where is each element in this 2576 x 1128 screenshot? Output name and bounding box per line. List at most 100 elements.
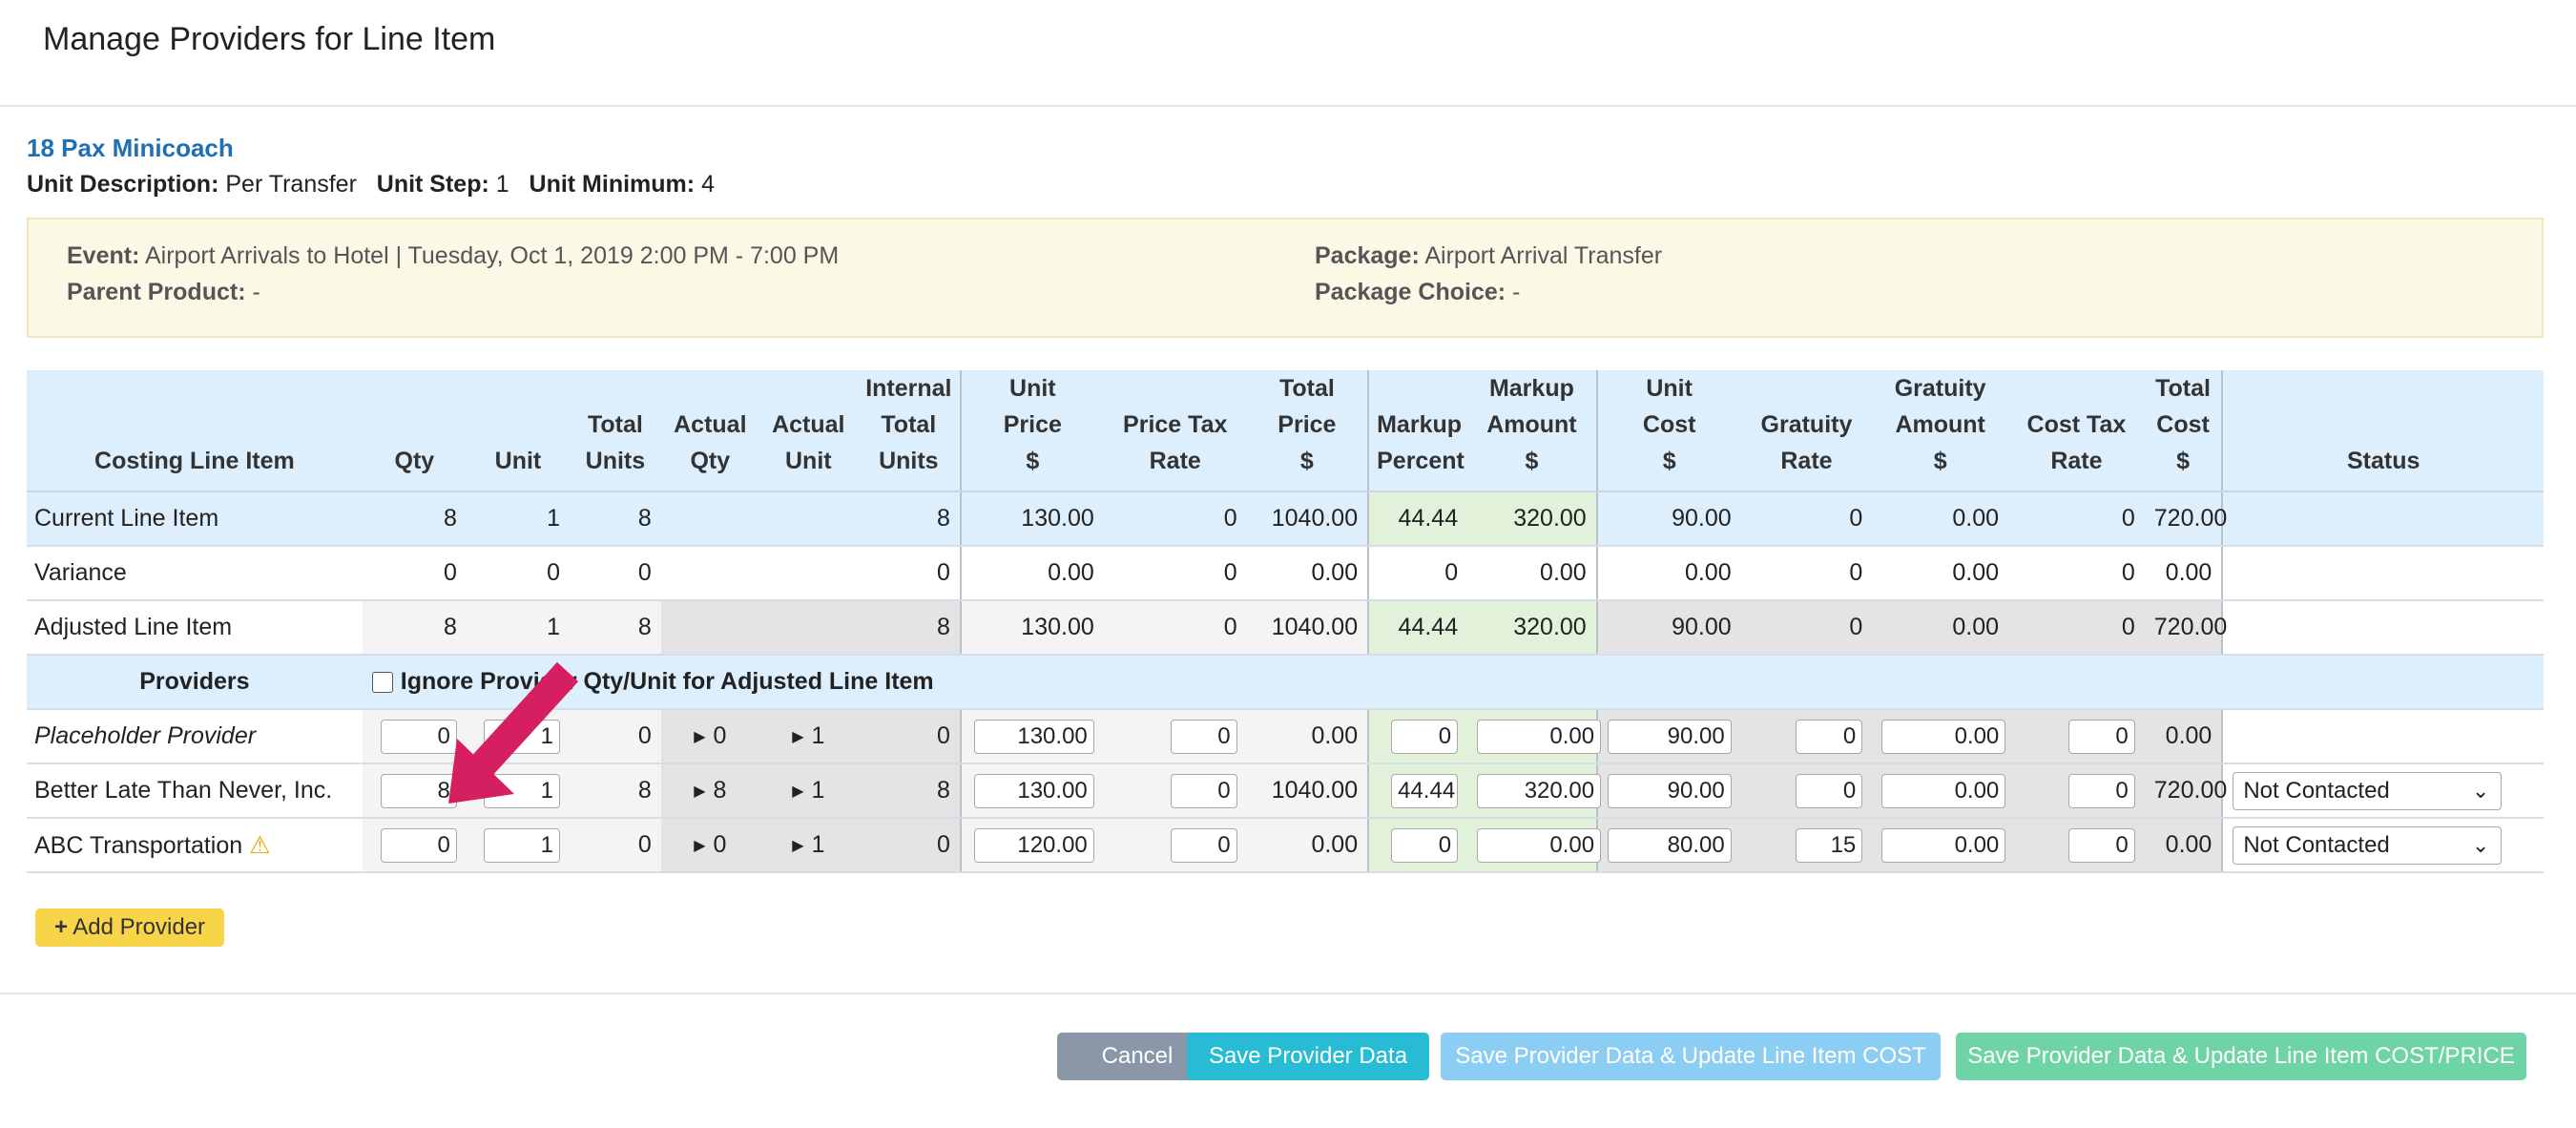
unit-price-input[interactable]: 130.00 <box>973 719 1094 754</box>
unit-cell: 1 <box>466 818 570 873</box>
cell-cost-tax: 0 <box>2008 491 2145 547</box>
cell-actual-qty <box>660 600 759 656</box>
provider-row-abc: ABC Transportation ⚠ 0 1 0 ▶ 0 ▶ 1 0 120.0… <box>27 818 2544 873</box>
modal-header: Manage Providers for Line Item <box>0 0 2576 107</box>
unit-step-label: Unit Step: <box>376 171 489 198</box>
cost-tax-cell: 0 <box>2008 818 2145 873</box>
gratuity-amt-input[interactable]: 0.00 <box>1881 773 2006 808</box>
save-provider-data-button[interactable]: Save Provider Data <box>1187 1033 1429 1080</box>
cost-tax-input[interactable]: 0 <box>2067 827 2135 863</box>
cell-internal: 8 <box>857 491 961 547</box>
status-select[interactable]: Not Contacted ⌄ <box>2233 825 2503 865</box>
gratuity-rate-input[interactable]: 0 <box>1796 719 1863 754</box>
ignore-provider-label: Ignore Provider Qty/Unit for Adjusted Li… <box>400 668 934 695</box>
qty-input[interactable]: 8 <box>380 773 457 808</box>
markup-amt-input[interactable]: 320.00 <box>1477 773 1602 808</box>
markup-pct-input[interactable]: 44.44 <box>1391 773 1459 808</box>
unit-description-label: Unit Description: <box>27 171 219 198</box>
parent-product-value: - <box>252 279 260 305</box>
actual-unit-cell[interactable]: ▶ 1 <box>758 763 858 819</box>
markup-amt-input[interactable]: 0.00 <box>1477 827 1602 863</box>
price-tax-input[interactable]: 0 <box>1170 719 1237 754</box>
header-actual-unit: Actual Unit <box>758 370 858 492</box>
header-price-tax-rate: Price Tax Rate <box>1103 370 1247 492</box>
gratuity-amt-input[interactable]: 0.00 <box>1881 827 2006 863</box>
cell-price-tax: 0 <box>1103 546 1247 601</box>
markup-pct-input[interactable]: 0 <box>1391 827 1459 863</box>
unit-price-input[interactable]: 120.00 <box>973 827 1094 863</box>
gratuity-rate-input[interactable]: 15 <box>1796 827 1863 863</box>
save-update-cost-button[interactable]: Save Provider Data & Update Line Item CO… <box>1441 1033 1941 1080</box>
header-gratuity-amt-1: Gratuity <box>1894 375 1986 402</box>
header-gratuity-amt-3: $ <box>1933 448 1947 474</box>
add-provider-button[interactable]: + Add Provider <box>35 909 224 947</box>
table-row-adjusted: Adjusted Line Item 8 1 8 8 130.00 0 1040… <box>27 600 2544 656</box>
cell-gratuity-amt: 0.00 <box>1872 546 2009 601</box>
provider-row-placeholder: Placeholder Provider 0 1 0 ▶ 0 ▶ 1 0 130.0… <box>27 709 2544 764</box>
actual-qty-cell[interactable]: ▶ 0 <box>660 818 759 873</box>
unit-price-input[interactable]: 130.00 <box>973 773 1094 808</box>
header-markup-amt-1: Markup <box>1488 375 1574 402</box>
qty-input[interactable]: 0 <box>380 719 457 754</box>
cell-unit-price: 130.00 <box>959 491 1104 547</box>
actual-qty-cell[interactable]: ▶ 8 <box>660 763 759 819</box>
header-actual-unit-1: Actual <box>772 411 845 438</box>
cell-internal: 0 <box>857 546 961 601</box>
unit-cost-cell: 90.00 <box>1595 763 1741 819</box>
package-line: Package: Airport Arrival Transfer <box>1315 242 1662 270</box>
actual-unit-cell[interactable]: ▶ 1 <box>758 709 858 764</box>
header-actual-qty: Actual Qty <box>660 370 759 492</box>
actual-qty-cell[interactable]: ▶ 0 <box>660 709 759 764</box>
cell-status <box>2221 709 2544 764</box>
header-internal-2: Total <box>881 411 937 438</box>
header-actual-unit-2: Unit <box>785 448 832 474</box>
cell-total-cost: 0.00 <box>2144 546 2223 601</box>
actual-unit-value: 1 <box>811 722 825 749</box>
status-select[interactable]: Not Contacted ⌄ <box>2233 771 2503 810</box>
header-unit-price-2: Price <box>1003 411 1062 438</box>
package-choice-label: Package Choice: <box>1315 279 1506 305</box>
cell-total-cost: 720.00 <box>2144 491 2227 547</box>
cell-actual-unit <box>758 546 858 601</box>
cell-total-cost: 0.00 <box>2144 818 2223 873</box>
cell-markup-pct: 44.44 <box>1367 600 1468 656</box>
actual-unit-cell[interactable]: ▶ 1 <box>758 818 858 873</box>
price-tax-input[interactable]: 0 <box>1170 827 1237 863</box>
ignore-provider-checkbox[interactable] <box>371 672 393 694</box>
modal-body: 18 Pax Minicoach Unit Description: Per T… <box>27 134 2544 873</box>
actual-unit-value: 1 <box>811 831 825 858</box>
gratuity-rate-input[interactable]: 0 <box>1796 773 1863 808</box>
caret-right-icon: ▶ <box>792 838 804 855</box>
cell-markup-amt: 0.00 <box>1467 546 1597 601</box>
caret-right-icon: ▶ <box>694 783 706 801</box>
price-tax-input[interactable]: 0 <box>1170 773 1237 808</box>
product-name[interactable]: 18 Pax Minicoach <box>27 134 234 162</box>
cell-actual-unit <box>758 600 858 656</box>
cell-unit: 0 <box>466 546 570 601</box>
save-update-cost-price-button[interactable]: Save Provider Data & Update Line Item CO… <box>1956 1033 2526 1080</box>
markup-amt-input[interactable]: 0.00 <box>1477 719 1602 754</box>
gratuity-amt-input[interactable]: 0.00 <box>1881 719 2006 754</box>
cell-gratuity-rate: 0 <box>1740 600 1873 656</box>
cell-total-units: 0 <box>569 818 661 873</box>
cell-internal: 0 <box>857 709 961 764</box>
qty-input[interactable]: 0 <box>380 827 457 863</box>
markup-pct-input[interactable]: 0 <box>1391 719 1459 754</box>
row-label: Current Line Item <box>27 491 363 547</box>
unit-cost-input[interactable]: 90.00 <box>1607 773 1732 808</box>
cell-status <box>2221 491 2544 547</box>
cell-gratuity-rate: 0 <box>1740 491 1873 547</box>
unit-cost-cell: 80.00 <box>1595 818 1741 873</box>
modal-title: Manage Providers for Line Item <box>43 21 496 57</box>
cell-unit: 1 <box>466 491 570 547</box>
cost-tax-input[interactable]: 0 <box>2067 773 2135 808</box>
package-label: Package: <box>1315 242 1420 269</box>
caret-right-icon: ▶ <box>792 783 804 801</box>
unit-cost-input[interactable]: 80.00 <box>1607 827 1732 863</box>
cost-tax-input[interactable]: 0 <box>2067 719 2135 754</box>
providers-label: Providers <box>27 655 363 710</box>
unit-cost-input[interactable]: 90.00 <box>1607 719 1732 754</box>
unit-input[interactable]: 1 <box>483 827 560 863</box>
header-unit-cost: Unit Cost $ <box>1595 370 1741 492</box>
header-total-cost-2: Cost <box>2156 411 2210 438</box>
